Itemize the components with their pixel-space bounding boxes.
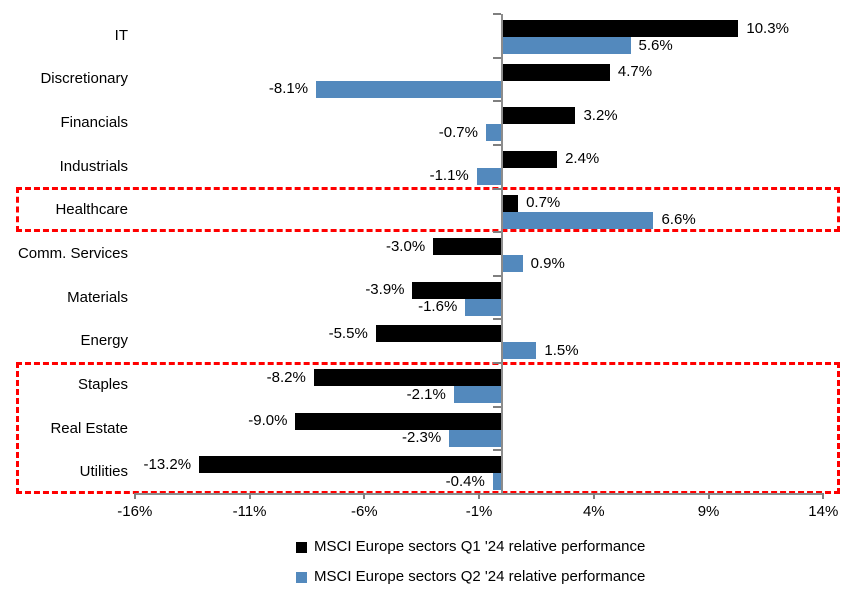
bar-q1-8 (313, 369, 502, 387)
x-axis-tick (363, 493, 366, 499)
bar-q2-1 (316, 80, 502, 98)
y-axis-tick (493, 405, 501, 408)
x-axis-tick (248, 493, 251, 499)
x-axis-tick (133, 493, 136, 499)
value-label-q1-8: -8.2% (266, 368, 306, 386)
y-axis-tick (493, 13, 501, 15)
value-label-q2-7: 1.5% (544, 341, 579, 359)
bar-q2-0 (502, 37, 631, 54)
bar-q2-10 (492, 473, 502, 491)
category-label-staples: Staples (77, 375, 128, 393)
value-label-q2-8: -2.1% (406, 385, 446, 403)
legend: MSCI Europe sectors Q1 '24 relative perf… (296, 537, 645, 597)
category-label-energy: Energy (80, 332, 128, 350)
legend-item-q1: MSCI Europe sectors Q1 '24 relative perf… (296, 537, 645, 557)
value-label-q2-10: -0.4% (445, 472, 485, 490)
y-axis-tick (493, 274, 501, 277)
legend-label-q2: MSCI Europe sectors Q2 '24 relative perf… (314, 568, 646, 585)
category-label-industrials: Industrials (59, 157, 128, 175)
value-label-q2-3: -1.1% (429, 167, 469, 185)
x-axis-tick-label-6: 14% (808, 503, 839, 520)
value-label-q2-1: -8.1% (268, 80, 309, 98)
x-axis-tick-label-4: 4% (582, 503, 605, 520)
bar-q2-7 (502, 342, 537, 360)
bar-q2-3 (476, 167, 502, 185)
category-label-financials: Financials (60, 114, 128, 132)
bar-q2-9 (449, 429, 502, 447)
x-axis-tick-label-2: -6% (350, 503, 378, 520)
bar-q2-2 (485, 124, 502, 142)
value-label-q1-9: -9.0% (248, 412, 288, 430)
bar-q1-3 (502, 150, 558, 168)
y-axis-tick (493, 449, 501, 452)
value-label-q1-5: -3.0% (385, 237, 426, 255)
value-label-q1-2: 3.2% (583, 106, 618, 124)
value-label-q1-3: 2.4% (565, 150, 600, 168)
bar-q2-6 (465, 298, 502, 316)
bar-q2-8 (453, 386, 502, 404)
value-label-q2-6: -1.6% (418, 298, 458, 316)
x-axis-tick (592, 493, 595, 499)
category-label-healthcare: Healthcare (55, 201, 128, 219)
category-label-utilities: Utilities (79, 463, 128, 481)
x-axis-tick (478, 493, 481, 499)
x-axis-tick (822, 493, 825, 499)
bar-q1-1 (502, 63, 610, 81)
legend-label-q1: MSCI Europe sectors Q1 '24 relative perf… (314, 538, 646, 555)
legend-item-q2: MSCI Europe sectors Q2 '24 relative perf… (296, 567, 645, 587)
legend-swatch-q2 (296, 571, 307, 583)
category-label-materials: Materials (67, 288, 128, 306)
bar-q1-5 (433, 238, 502, 256)
value-label-q1-1: 4.7% (617, 63, 653, 81)
y-axis-tick (493, 231, 501, 234)
highlight-box-defensives-box (16, 361, 840, 495)
category-label-real-estate: Real Estate (50, 419, 128, 437)
bar-q1-6 (412, 281, 502, 299)
y-axis-tick (493, 143, 501, 146)
highlight-box-healthcare-box (16, 187, 840, 233)
bar-q1-7 (375, 325, 502, 343)
bar-q1-10 (199, 456, 502, 474)
y-axis-tick (493, 362, 501, 365)
bar-q1-2 (502, 107, 576, 125)
value-label-q1-10: -13.2% (143, 455, 192, 473)
bar-q1-0 (502, 20, 739, 37)
bar-q1-9 (295, 412, 502, 430)
value-label-q2-0: 5.6% (638, 36, 673, 54)
x-axis-tick-label-1: -11% (232, 503, 267, 520)
value-label-q2-9: -2.3% (402, 429, 442, 447)
y-axis-tick (493, 187, 501, 190)
y-axis-tick (493, 100, 501, 103)
value-label-q1-4: 0.7% (526, 194, 561, 212)
bar-q2-5 (502, 255, 523, 273)
x-axis-tick (707, 493, 710, 499)
bar-q1-4 (502, 194, 519, 212)
y-axis-line (501, 14, 503, 494)
x-axis-tick-label-0: -16% (117, 503, 153, 520)
value-label-q1-0: 10.3% (746, 19, 789, 37)
x-axis-tick-label-5: 9% (697, 503, 720, 520)
value-label-q1-7: -5.5% (328, 324, 368, 342)
value-label-q2-4: 6.6% (661, 211, 696, 229)
y-axis-tick (493, 56, 501, 59)
legend-swatch-q1 (296, 541, 307, 553)
value-label-q2-2: -0.7% (438, 123, 478, 141)
category-label-discretionary: Discretionary (40, 70, 128, 88)
value-label-q1-6: -3.9% (365, 281, 405, 299)
value-label-q2-5: 0.9% (530, 254, 565, 272)
category-label-comm-services: Comm. Services (17, 245, 128, 263)
x-axis-tick-label-3: -1% (465, 503, 493, 520)
category-label-it: IT (114, 26, 128, 44)
bar-q2-4 (502, 211, 654, 229)
y-axis-tick (493, 318, 501, 321)
